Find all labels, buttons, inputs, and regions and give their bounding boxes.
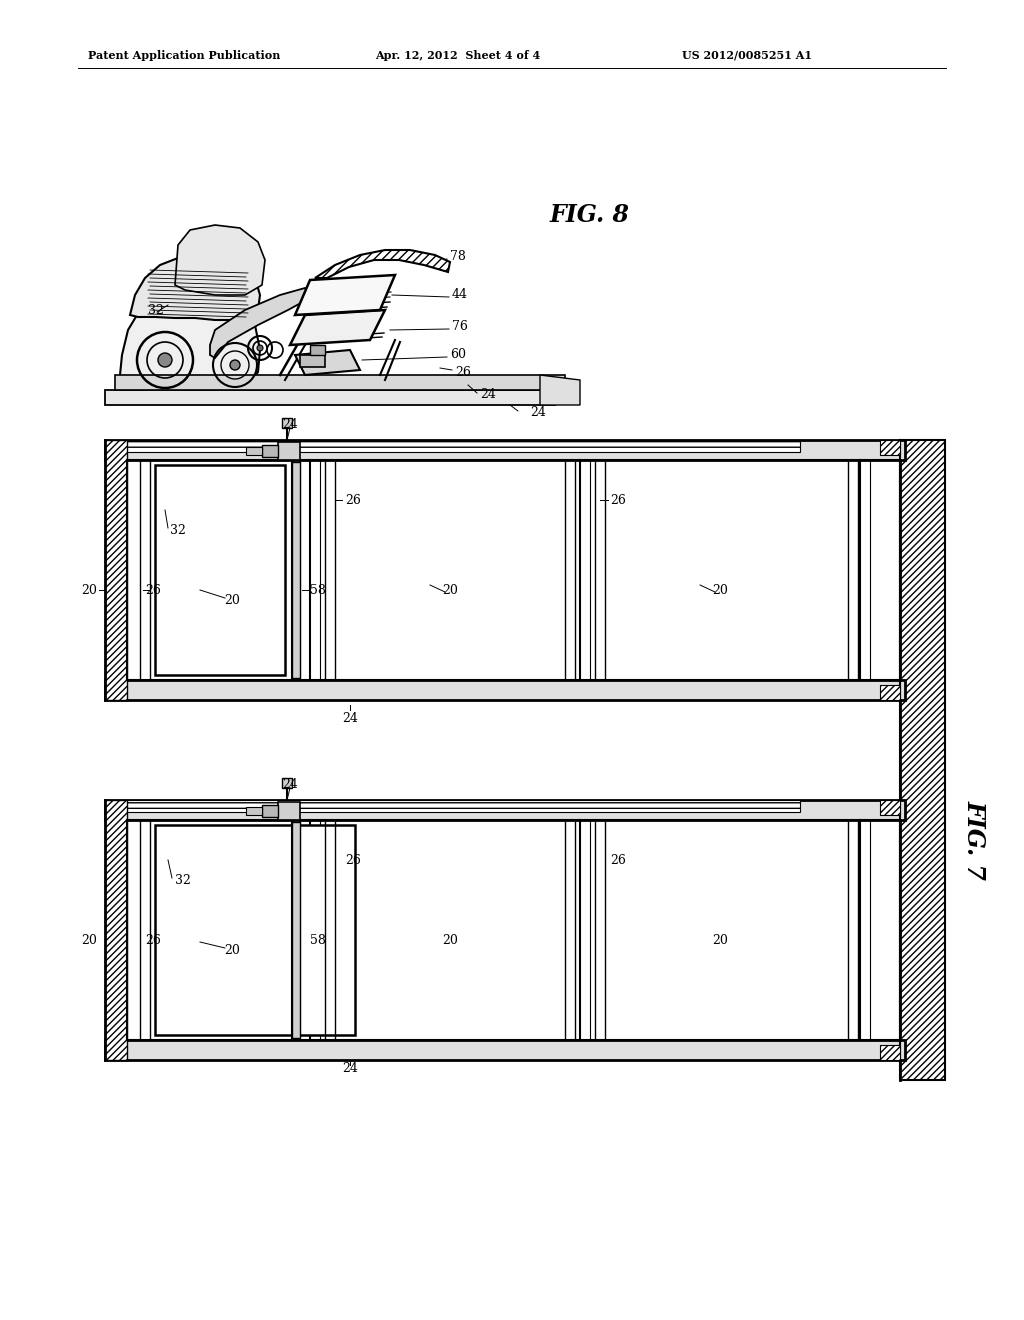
- Text: Patent Application Publication: Patent Application Publication: [88, 50, 281, 61]
- Text: 24: 24: [282, 418, 298, 432]
- Circle shape: [257, 345, 263, 351]
- Polygon shape: [540, 375, 580, 405]
- Text: 20: 20: [224, 944, 240, 957]
- Bar: [880, 1045, 900, 1060]
- Polygon shape: [290, 310, 385, 345]
- Text: 24: 24: [480, 388, 496, 401]
- Bar: [105, 680, 905, 700]
- Bar: [155, 825, 355, 1035]
- Bar: [278, 442, 300, 459]
- Text: 20: 20: [712, 583, 728, 597]
- Bar: [246, 807, 262, 814]
- Bar: [282, 418, 292, 428]
- Text: Apr. 12, 2012  Sheet 4 of 4: Apr. 12, 2012 Sheet 4 of 4: [375, 50, 541, 61]
- Text: 24: 24: [282, 779, 298, 792]
- Text: 58: 58: [310, 933, 326, 946]
- Bar: [155, 465, 285, 675]
- Text: 24: 24: [530, 407, 546, 420]
- Bar: [292, 822, 300, 1038]
- Bar: [105, 800, 905, 820]
- Bar: [120, 440, 800, 451]
- Bar: [880, 800, 900, 814]
- Bar: [278, 803, 300, 820]
- Text: 26: 26: [345, 854, 360, 866]
- Bar: [880, 440, 900, 455]
- Text: FIG. 7: FIG. 7: [963, 800, 987, 880]
- Text: 24: 24: [342, 711, 358, 725]
- Text: 60: 60: [450, 348, 466, 362]
- Text: 26: 26: [145, 933, 161, 946]
- Text: 32: 32: [170, 524, 186, 536]
- Circle shape: [158, 352, 172, 367]
- Text: 20: 20: [442, 583, 458, 597]
- Bar: [262, 805, 278, 817]
- Bar: [292, 462, 300, 678]
- Bar: [105, 800, 127, 1060]
- Circle shape: [230, 360, 240, 370]
- Bar: [246, 447, 262, 455]
- Text: 26: 26: [610, 854, 626, 866]
- Text: 32: 32: [175, 874, 190, 887]
- Text: 26: 26: [145, 583, 161, 597]
- Text: US 2012/0085251 A1: US 2012/0085251 A1: [682, 50, 812, 61]
- Text: 26: 26: [455, 366, 471, 379]
- Bar: [880, 685, 900, 700]
- Bar: [310, 345, 325, 355]
- Text: 76: 76: [452, 321, 468, 334]
- Text: 26: 26: [610, 494, 626, 507]
- Bar: [105, 440, 127, 700]
- Polygon shape: [130, 255, 260, 319]
- Text: 20: 20: [81, 933, 97, 946]
- Bar: [262, 445, 278, 457]
- Bar: [900, 440, 945, 1080]
- Text: 20: 20: [81, 583, 97, 597]
- Bar: [120, 800, 800, 812]
- Text: 20: 20: [442, 933, 458, 946]
- Text: 58: 58: [310, 583, 326, 597]
- Polygon shape: [105, 389, 555, 405]
- Polygon shape: [315, 249, 450, 279]
- Text: 78: 78: [450, 249, 466, 263]
- Text: 26: 26: [345, 494, 360, 507]
- Polygon shape: [115, 375, 565, 389]
- Text: 20: 20: [224, 594, 240, 606]
- Text: 20: 20: [712, 933, 728, 946]
- Text: 44: 44: [452, 289, 468, 301]
- Polygon shape: [175, 224, 265, 294]
- Text: FIG. 8: FIG. 8: [550, 203, 630, 227]
- Bar: [105, 1040, 905, 1060]
- Bar: [300, 355, 325, 367]
- Text: 32: 32: [148, 304, 164, 317]
- Text: 24: 24: [342, 1061, 358, 1074]
- Polygon shape: [295, 275, 395, 315]
- Bar: [282, 777, 292, 788]
- Polygon shape: [295, 350, 360, 375]
- Polygon shape: [210, 288, 310, 358]
- Polygon shape: [120, 280, 260, 388]
- Bar: [105, 440, 905, 459]
